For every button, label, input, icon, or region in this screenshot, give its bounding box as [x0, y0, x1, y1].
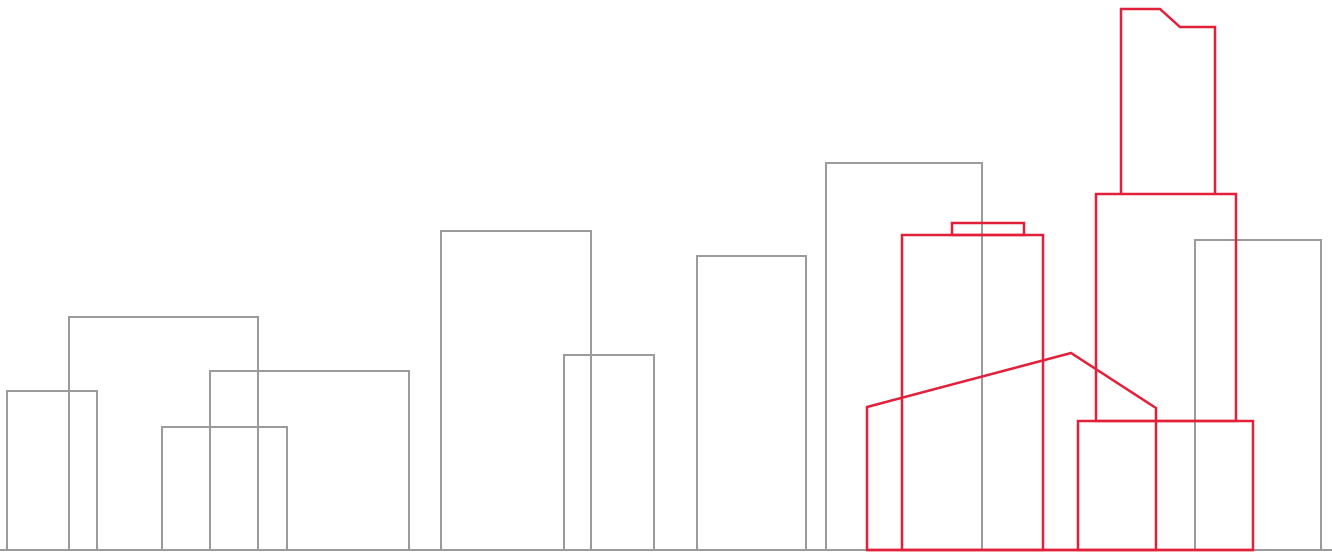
building	[1094, 192, 1238, 423]
building	[865, 351, 1158, 552]
building	[440, 230, 592, 551]
building	[161, 426, 288, 551]
building	[209, 370, 410, 551]
gray-buildings	[0, 162, 1332, 551]
roof-cap	[950, 221, 1026, 237]
red-buildings	[865, 7, 1255, 552]
building	[696, 255, 807, 551]
building	[1076, 419, 1255, 552]
tower	[1119, 7, 1217, 194]
building	[6, 390, 98, 551]
building	[563, 354, 655, 551]
building	[1194, 239, 1322, 551]
building	[825, 162, 983, 551]
